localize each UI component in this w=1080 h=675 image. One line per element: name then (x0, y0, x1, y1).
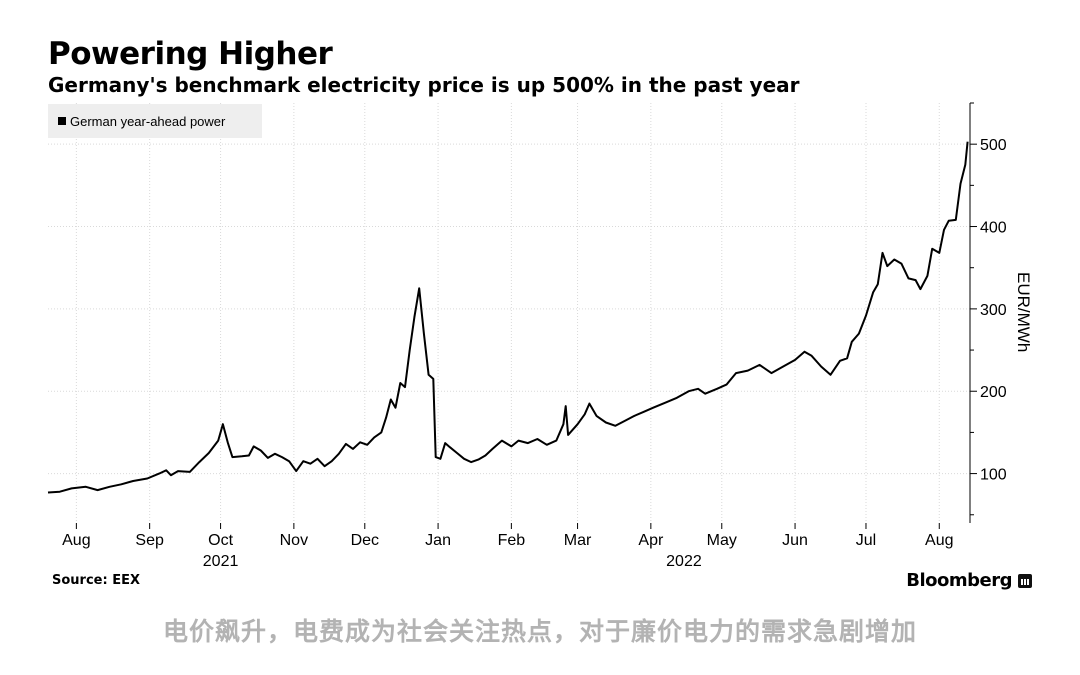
series-line-german-year-ahead-power (47, 141, 969, 494)
x-tick-label: Mar (564, 532, 592, 549)
source-note: Source: EEX (52, 573, 140, 588)
legend-box (48, 104, 262, 138)
x-tick-label: Jul (856, 532, 876, 549)
x-tick-label: Sep (135, 532, 164, 549)
x-tick-label: Jan (425, 532, 451, 549)
x-tick-label: Aug (62, 532, 90, 549)
x-tick-label: Jun (782, 532, 808, 549)
x-tick-label: Apr (638, 532, 664, 549)
x-tick-label: May (707, 532, 737, 549)
y-tick-label: 100 (980, 467, 1007, 484)
chinese-caption: 电价飙升，电费成为社会关注热点，对于廉价电力的需求急剧增加 (162, 617, 917, 646)
x-tick-label: Feb (498, 532, 526, 549)
x-tick-label: Aug (925, 532, 953, 549)
bloomberg-logo: Bloomberg (906, 570, 1032, 591)
y-tick-label: 200 (980, 384, 1007, 401)
x-tick-label: Nov (280, 532, 308, 549)
brand-name: Bloomberg (906, 570, 1012, 591)
y-tick-label: 300 (980, 302, 1007, 319)
x-tick-label: Dec (351, 532, 379, 549)
x-year-label: 2021 (203, 553, 239, 570)
y-tick-label: 400 (980, 220, 1007, 237)
legend-label: German year-ahead power (70, 114, 226, 129)
x-tick-label: Oct (208, 532, 233, 549)
chart-subtitle: Germany's benchmark electricity price is… (48, 73, 800, 97)
y-axis-label: EUR/MWh (1014, 272, 1033, 352)
bloomberg-terminal-icon (1018, 573, 1032, 588)
y-tick-label: 500 (980, 137, 1007, 154)
legend-swatch (58, 117, 66, 125)
x-year-label: 2022 (666, 553, 702, 570)
chart-title: Powering Higher (48, 36, 333, 72)
